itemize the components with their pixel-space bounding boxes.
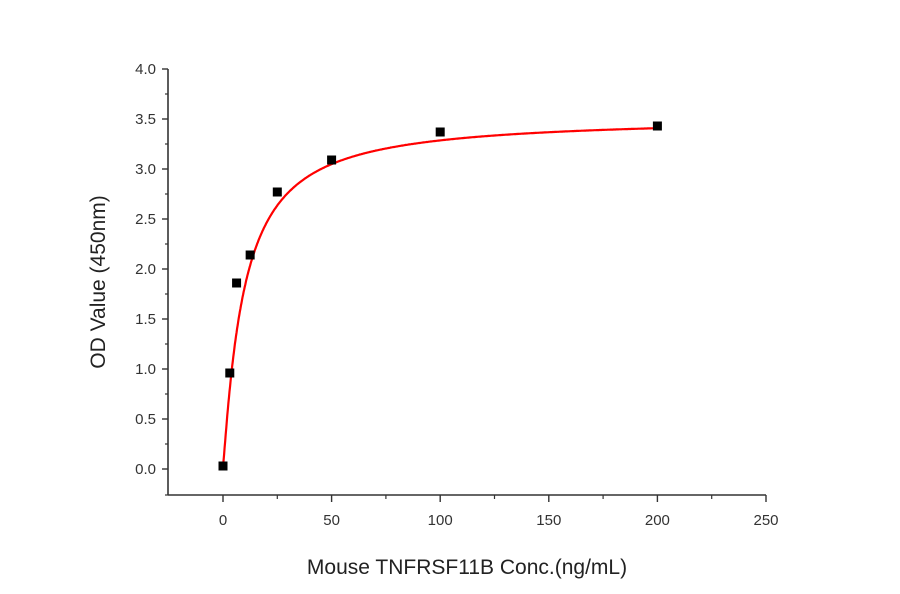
y-axis-label: OD Value (450nm) (87, 195, 110, 369)
axes: 0.0 0.5 1.0 1.5 2.0 2.5 3.0 3.5 4.0 0 50 100 150 200 2… (135, 61, 778, 529)
data-point (225, 368, 235, 378)
y-tick-label: 0.0 (135, 461, 156, 478)
y-tick-label: 1.5 (135, 311, 156, 328)
y-tick-label: 4.0 (135, 61, 156, 78)
x-axis-label: Mouse TNFRSF11B Conc.(ng/mL) (307, 556, 627, 579)
fit-curve (221, 127, 658, 468)
y-tick-label: 1.0 (135, 361, 156, 378)
x-tick-label: 100 (428, 512, 453, 529)
data-points (218, 121, 662, 471)
data-point (232, 278, 242, 288)
data-point (245, 250, 255, 260)
x-tick-label: 50 (323, 512, 340, 529)
y-tick-label: 2.5 (135, 211, 156, 228)
x-tick-label: 250 (753, 512, 778, 529)
data-point (272, 187, 282, 197)
x-tick-label: 150 (536, 512, 561, 529)
y-tick-label: 3.0 (135, 161, 156, 178)
y-tick-label: 2.0 (135, 261, 156, 278)
x-tick-label: 200 (645, 512, 670, 529)
data-point (435, 127, 445, 137)
data-point (218, 461, 228, 471)
x-tick-label: 0 (219, 512, 227, 529)
data-point (327, 155, 337, 165)
y-tick-label: 0.5 (135, 411, 156, 428)
y-tick-label: 3.5 (135, 111, 156, 128)
data-point (652, 121, 662, 131)
